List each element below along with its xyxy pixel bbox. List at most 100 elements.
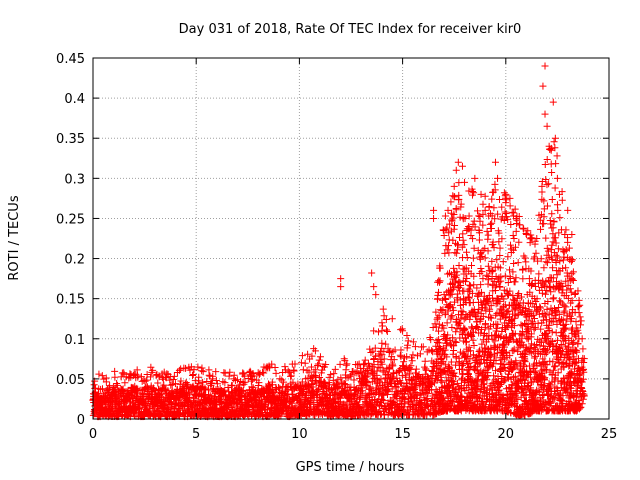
data-point: [415, 370, 423, 378]
data-point: [361, 356, 369, 364]
data-point: [380, 391, 388, 399]
data-point: [547, 288, 555, 296]
data-point: [506, 202, 514, 210]
data-point: [449, 306, 457, 314]
data-point: [239, 369, 247, 377]
data-point: [553, 152, 561, 160]
data-point: [541, 62, 549, 70]
data-point: [372, 291, 380, 299]
data-point: [230, 371, 238, 379]
data-point: [486, 313, 494, 321]
data-point: [364, 359, 372, 367]
data-point: [465, 372, 473, 380]
data-point: [509, 336, 517, 344]
data-point: [396, 351, 404, 359]
data-point: [468, 289, 476, 297]
data-point: [501, 208, 509, 216]
data-point: [461, 215, 469, 223]
data-point: [469, 336, 477, 344]
data-point: [575, 296, 583, 304]
data-point: [453, 249, 461, 257]
data-point: [537, 225, 545, 233]
data-point: [378, 339, 386, 347]
data-point: [362, 377, 370, 385]
data-point: [545, 282, 553, 290]
data-point: [564, 238, 572, 246]
data-point: [468, 261, 476, 269]
data-point: [168, 380, 176, 388]
data-point: [378, 396, 386, 404]
data-point: [479, 402, 487, 410]
data-point: [467, 347, 475, 355]
data-point: [536, 303, 544, 311]
data-point: [388, 315, 396, 323]
data-point: [308, 352, 316, 360]
data-point: [459, 362, 467, 370]
data-point: [494, 174, 502, 182]
data-point: [435, 336, 443, 344]
data-point: [550, 138, 558, 146]
data-point: [524, 227, 532, 235]
data-point: [575, 309, 583, 317]
data-point: [455, 233, 463, 241]
data-point: [555, 310, 563, 318]
data-point: [521, 319, 529, 327]
data-point: [473, 386, 481, 394]
data-point: [510, 322, 518, 330]
data-point: [500, 295, 508, 303]
data-point: [465, 187, 473, 195]
data-point: [569, 277, 577, 285]
data-point: [552, 258, 560, 266]
data-point: [453, 379, 461, 387]
data-point: [533, 340, 541, 348]
data-point: [500, 335, 508, 343]
data-point: [335, 393, 343, 401]
data-point: [534, 257, 542, 265]
data-point: [225, 372, 233, 380]
data-point: [556, 214, 564, 222]
data-point: [337, 283, 345, 291]
data-point: [301, 359, 309, 367]
data-point: [383, 327, 391, 335]
data-point: [364, 379, 372, 387]
data-point: [512, 227, 520, 235]
data-point: [537, 325, 545, 333]
data-point: [513, 294, 521, 302]
data-point: [543, 181, 551, 189]
data-point: [514, 310, 522, 318]
data-point: [479, 312, 487, 320]
data-point: [544, 247, 552, 255]
x-tick-label: 20: [498, 427, 515, 442]
data-point: [505, 370, 513, 378]
x-tick-label: 0: [89, 427, 97, 442]
data-point: [541, 382, 549, 390]
data-point: [509, 232, 517, 240]
data-point: [483, 271, 491, 279]
data-point: [543, 155, 551, 163]
data-point: [551, 362, 559, 370]
data-point: [453, 268, 461, 276]
data-point: [307, 363, 315, 371]
data-point: [331, 365, 339, 373]
data-point: [484, 369, 492, 377]
data-point: [541, 374, 549, 382]
data-point: [175, 366, 183, 374]
data-point: [111, 373, 119, 381]
data-point: [154, 379, 162, 387]
data-point: [177, 365, 185, 373]
data-point: [449, 214, 457, 222]
data-point: [491, 158, 499, 166]
data-point: [487, 314, 495, 322]
data-point: [560, 302, 568, 310]
data-point: [540, 264, 548, 272]
data-point: [479, 200, 487, 208]
data-point: [527, 330, 535, 338]
data-point: [451, 373, 459, 381]
data-point: [316, 353, 324, 361]
data-point: [378, 319, 386, 327]
data-point: [514, 291, 522, 299]
data-point: [463, 254, 471, 262]
data-point: [491, 352, 499, 360]
data-point: [538, 188, 546, 196]
